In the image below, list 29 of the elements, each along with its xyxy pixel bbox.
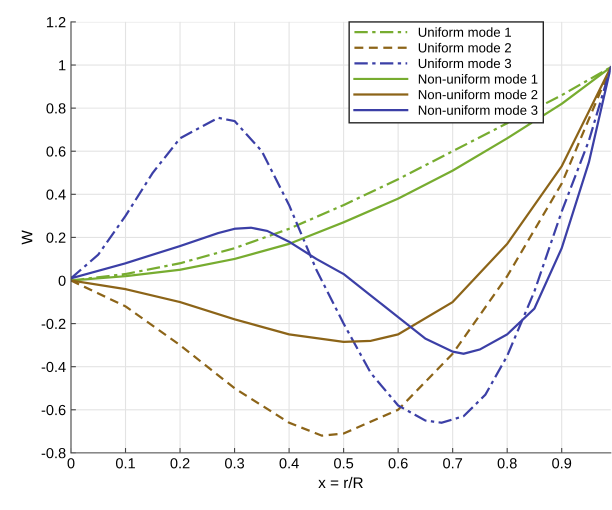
y-tick-label: 0 [58, 276, 66, 286]
legend-label: Uniform mode 2 [418, 42, 511, 52]
y-axis-title: W [22, 230, 32, 245]
legend-label: Non-uniform mode 3 [418, 105, 538, 115]
x-axis-title: x = r/R [318, 476, 363, 488]
x-tick-label: 0.2 [170, 458, 190, 468]
x-tick-label: 0.5 [334, 458, 354, 468]
y-tick-label: -0.6 [42, 404, 66, 416]
y-tick-label: 1 [59, 60, 66, 70]
x-tick-label: 0.4 [280, 458, 299, 468]
y-tick-label: 0.4 [46, 189, 66, 200]
legend-label: Uniform mode 3 [418, 58, 512, 68]
y-tick-label: -0.2 [42, 318, 66, 330]
legend-label: Non-uniform mode 2 [418, 90, 538, 100]
y-tick-label: 1.2 [46, 17, 66, 28]
y-tick-label: -0.8 [42, 448, 66, 458]
x-tick-label: 0 [68, 458, 74, 468]
x-tick-label: 0.8 [498, 458, 517, 468]
x-tick-label: 0.6 [388, 458, 408, 468]
y-tick-label: 0.8 [46, 103, 66, 114]
y-tick-label: 0.6 [46, 146, 66, 157]
x-tick-label: 0.1 [116, 458, 135, 468]
legend-label: Uniform mode 1 [418, 27, 511, 37]
x-tick-label: 0.3 [224, 458, 244, 468]
y-tick-label: 0.2 [46, 232, 66, 243]
x-tick-label: 0.7 [443, 458, 462, 468]
x-tick-label: 0.9 [552, 458, 572, 468]
y-tick-label: -0.4 [42, 362, 66, 372]
legend-label: Non-uniform mode 1 [418, 74, 538, 84]
